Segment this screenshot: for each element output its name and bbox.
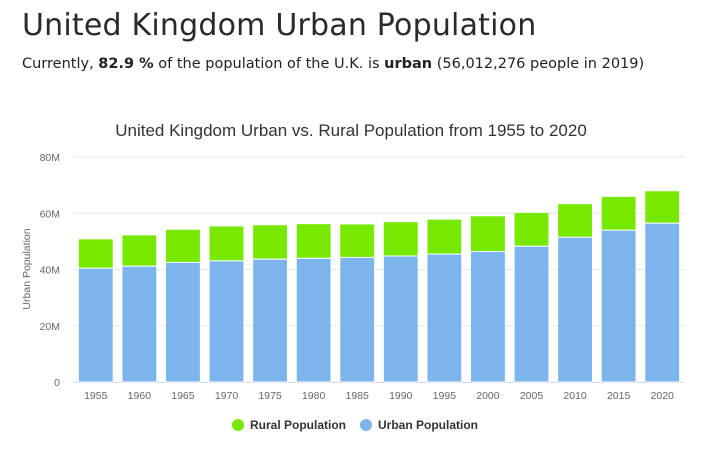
bar-rural-1985[interactable] — [339, 223, 376, 258]
bar-rural-1965[interactable] — [165, 228, 201, 263]
x-tick-label: 2000 — [476, 390, 500, 402]
x-tick-label: 2015 — [607, 390, 631, 402]
legend-label: Urban Population — [378, 418, 478, 432]
x-tick-label: 1970 — [215, 390, 239, 402]
x-tick-label: 1955 — [84, 390, 108, 402]
chart-bars — [77, 190, 681, 383]
y-axis-label: Urban Population — [21, 228, 33, 309]
bar-urban-1975[interactable] — [252, 258, 288, 383]
y-tick-label: 20M — [40, 321, 60, 333]
bar-rural-1960[interactable] — [121, 234, 158, 267]
bar-urban-1980[interactable] — [295, 257, 332, 383]
bar-urban-1970[interactable] — [208, 260, 245, 383]
bar-urban-1965[interactable] — [165, 261, 201, 383]
population-summary: Currently, 82.9 % of the population of t… — [22, 56, 644, 72]
bar-rural-1980[interactable] — [295, 223, 332, 259]
bar-urban-2010[interactable] — [557, 236, 594, 383]
bar-rural-1955[interactable] — [77, 238, 114, 269]
bar-rural-1990[interactable] — [382, 221, 419, 257]
x-tick-label: 1995 — [433, 390, 457, 402]
bar-urban-2020[interactable] — [644, 222, 681, 383]
bar-rural-1995[interactable] — [426, 218, 463, 255]
x-tick-label: 1965 — [171, 390, 195, 402]
y-axis-ticks: 0 20M 40M 60M 80M — [40, 152, 61, 389]
summary-suffix: (56,012,276 people in 2019) — [436, 56, 645, 72]
legend-label: Rural Population — [250, 418, 346, 432]
bar-urban-2000[interactable] — [470, 251, 506, 383]
y-tick-label: 0 — [54, 377, 60, 389]
summary-middle: of the population of the U.K. is — [158, 56, 380, 72]
x-tick-label: 2010 — [563, 390, 587, 402]
x-tick-label: 1980 — [302, 390, 326, 402]
bar-urban-1955[interactable] — [77, 267, 114, 383]
x-tick-label: 1975 — [258, 390, 282, 402]
bar-rural-2005[interactable] — [513, 211, 550, 247]
bar-urban-1995[interactable] — [426, 253, 463, 383]
legend-item-rural[interactable]: Rural Population — [232, 418, 346, 432]
x-tick-label: 2005 — [520, 390, 544, 402]
bar-urban-1985[interactable] — [339, 256, 376, 383]
urban-percent: 82.9 % — [98, 56, 154, 72]
bar-rural-1970[interactable] — [208, 225, 245, 262]
x-tick-label: 1985 — [346, 390, 370, 402]
legend-marker — [232, 419, 244, 431]
x-tick-label: 2020 — [651, 390, 675, 402]
chart-legend[interactable]: Rural Population Urban Population — [232, 418, 478, 432]
page-title: United Kingdom Urban Population — [22, 8, 537, 43]
bar-urban-2005[interactable] — [513, 245, 550, 383]
x-axis-ticks: 1955 1960 1965 1970 1975 1980 1985 1990 1995 2000… — [84, 390, 674, 402]
bar-rural-2010[interactable] — [557, 203, 594, 238]
bar-rural-2015[interactable] — [600, 195, 637, 231]
bar-rural-1975[interactable] — [252, 224, 288, 260]
y-tick-label: 40M — [40, 265, 60, 277]
bar-urban-1990[interactable] — [382, 255, 419, 383]
bar-rural-2020[interactable] — [644, 190, 681, 224]
bar-urban-2015[interactable] — [600, 229, 637, 383]
bar-urban-1960[interactable] — [121, 265, 158, 383]
summary-prefix: Currently, — [22, 56, 94, 72]
bar-rural-2000[interactable] — [470, 215, 506, 252]
chart-title: United Kingdom Urban vs. Rural Populatio… — [115, 121, 587, 140]
legend-item-urban[interactable]: Urban Population — [360, 418, 478, 432]
x-tick-label: 1960 — [128, 390, 152, 402]
legend-marker — [360, 419, 372, 431]
y-tick-label: 80M — [40, 152, 60, 164]
x-tick-label: 1990 — [389, 390, 413, 402]
urban-keyword: urban — [384, 56, 433, 72]
y-tick-label: 60M — [40, 208, 60, 220]
